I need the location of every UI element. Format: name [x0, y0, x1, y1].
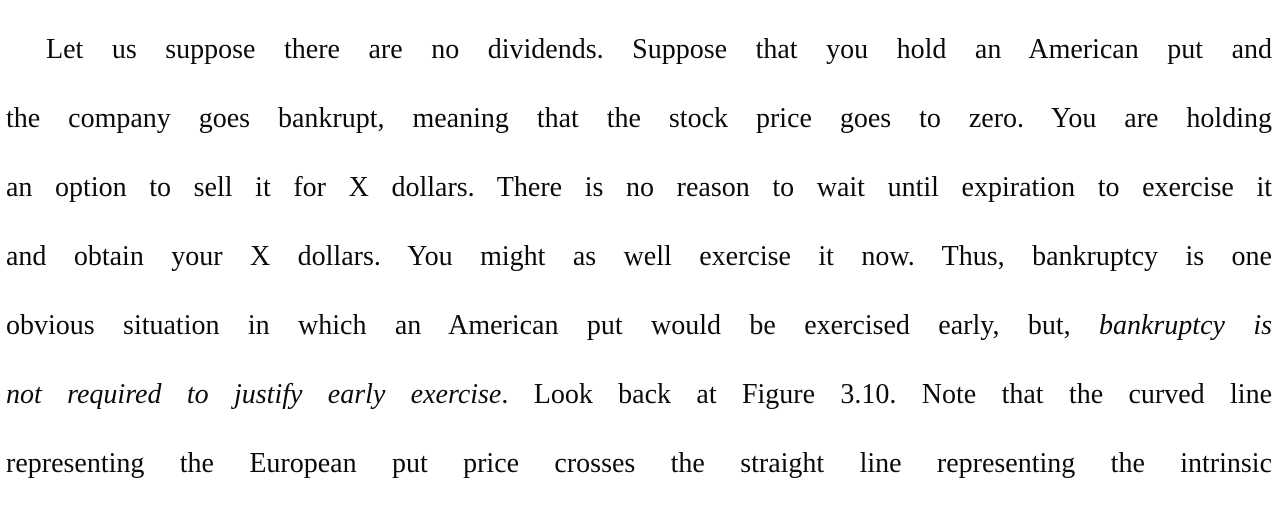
italic-text-segment: not required to justify early exercise	[6, 379, 502, 410]
text-line: an option to sell it for X dollars. Ther…	[0, 167, 1278, 208]
text-line: obvious situation in which an American p…	[0, 305, 1278, 346]
text-line: Let us suppose there are no dividends. S…	[0, 29, 1278, 70]
text-line: representing the European put price cros…	[0, 443, 1278, 484]
text-segment: . Look back at Figure 3.10. Note that th…	[501, 379, 1272, 410]
text-segment: the company goes bankrupt, meaning that …	[6, 103, 1272, 134]
text-line: and obtain your X dollars. You might as …	[0, 236, 1278, 277]
text-line: the company goes bankrupt, meaning that …	[0, 98, 1278, 139]
text-segment: representing the European put price cros…	[6, 448, 1272, 479]
text-segment: and obtain your X dollars. You might as …	[6, 241, 1272, 272]
text-line: not required to justify early exercise. …	[0, 374, 1278, 415]
text-segment: an option to sell it for X dollars. Ther…	[6, 172, 1272, 203]
text-segment: Let us suppose there are no dividends. S…	[46, 34, 1272, 65]
text-segment: obvious situation in which an American p…	[6, 310, 1099, 341]
italic-text-segment: bankruptcy is	[1098, 310, 1272, 341]
